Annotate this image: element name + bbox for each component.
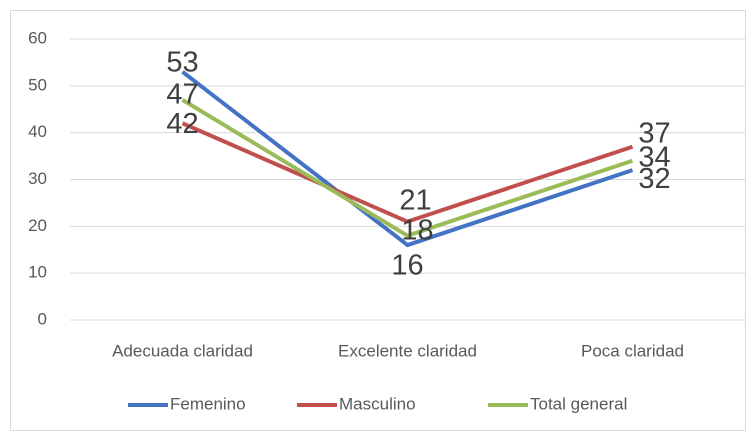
y-tick-label: 60 [28,28,47,47]
data-label: 16 [391,250,423,282]
y-tick-label: 50 [28,75,47,94]
series-line [181,121,634,224]
data-label: 53 [166,46,198,78]
legend-label: Total general [530,394,627,413]
y-tick-label: 0 [38,309,47,328]
y-tick-label: 30 [28,169,47,188]
legend-label: Femenino [170,394,246,413]
data-label: 47 [166,79,198,111]
data-label: 18 [401,214,433,246]
series-line [181,98,634,238]
y-tick-label: 40 [28,122,47,141]
y-tick-label: 20 [28,216,47,235]
series-line [181,70,634,248]
x-tick-label: Adecuada claridad [112,341,253,360]
data-label: 34 [638,141,670,173]
y-tick-label: 10 [28,263,47,282]
data-label: 42 [166,108,198,140]
data-label: 21 [399,184,431,216]
data-label: 37 [638,117,670,149]
x-tick-label: Excelente claridad [338,341,477,360]
legend-label: Masculino [339,394,416,413]
x-tick-label: Poca claridad [581,341,684,360]
data-label: 32 [638,163,670,195]
